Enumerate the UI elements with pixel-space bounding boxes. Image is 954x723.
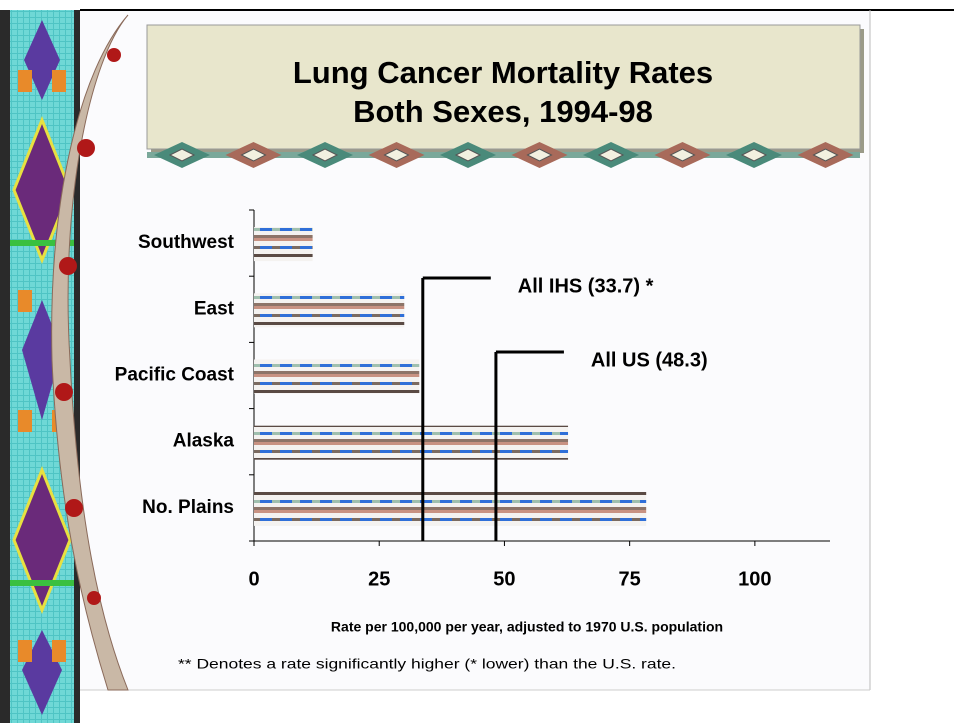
chart-title: Lung Cancer Mortality Rates xyxy=(293,55,713,90)
x-tick-label: 50 xyxy=(493,568,515,590)
page: {"chart_data": { "type": "hbar", "title"… xyxy=(0,0,954,723)
y-tick-label: Pacific Coast xyxy=(115,365,235,386)
footnote: ** Denotes a rate significantly higher (… xyxy=(178,656,676,672)
bar xyxy=(254,293,404,327)
slide: Lung Cancer Mortality Rates Both Sexes, … xyxy=(0,0,954,723)
bar xyxy=(254,360,419,394)
bar xyxy=(254,426,568,460)
x-tick-label: 25 xyxy=(368,568,390,590)
y-tick-label: East xyxy=(194,298,235,319)
bar xyxy=(254,492,646,526)
x-tick-label: 100 xyxy=(738,568,771,590)
x-tick-label: 0 xyxy=(248,568,259,590)
chart-title: Both Sexes, 1994-98 xyxy=(353,94,653,129)
x-axis-label: Rate per 100,000 per year, adjusted to 1… xyxy=(331,619,723,635)
x-tick-label: 75 xyxy=(619,568,641,590)
y-tick-label: Alaska xyxy=(173,431,235,452)
reference-label: All IHS (33.7) * xyxy=(518,275,654,297)
y-tick-label: No. Plains xyxy=(142,497,234,518)
reference-label: All US (48.3) xyxy=(591,349,708,371)
bar xyxy=(254,227,313,261)
y-tick-label: Southwest xyxy=(138,232,235,253)
